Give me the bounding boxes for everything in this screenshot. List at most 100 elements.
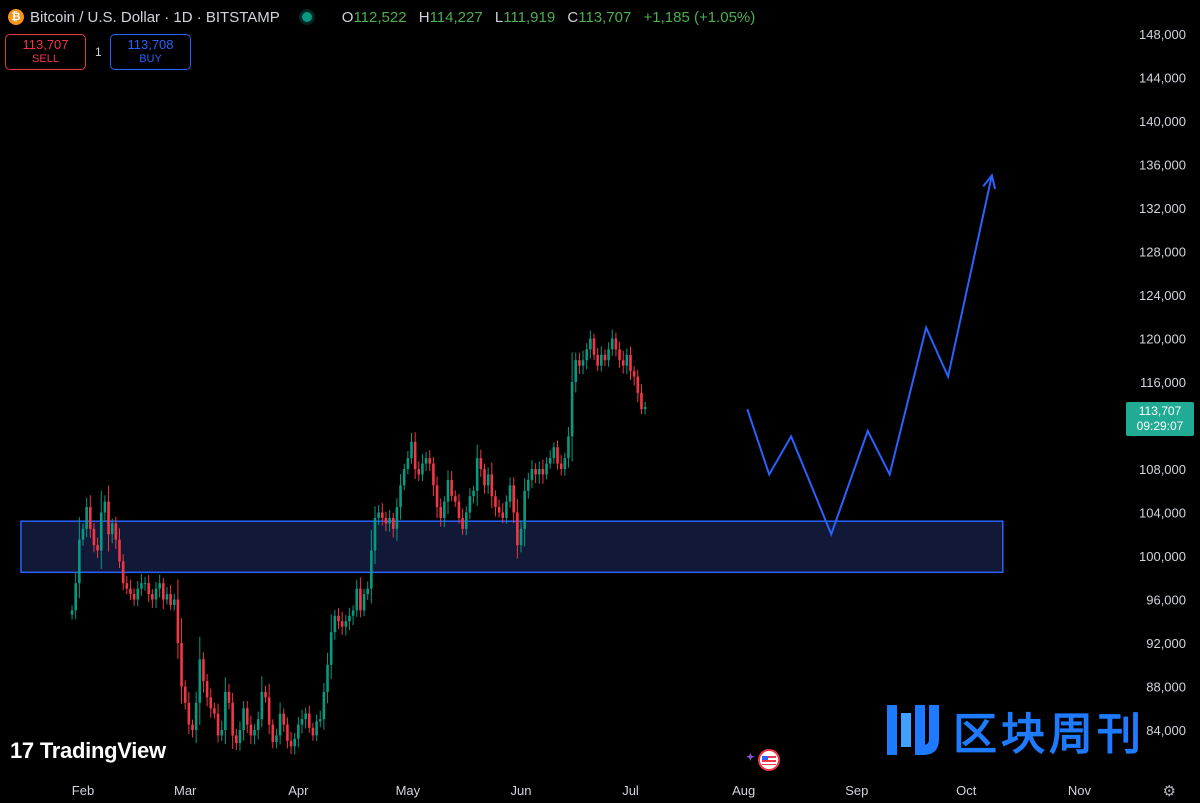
candle (457, 494, 461, 524)
candle (271, 719, 275, 749)
candle (629, 346, 632, 380)
candle (191, 719, 194, 738)
buy-price: 113,708 (127, 37, 174, 52)
buy-label: BUY (139, 53, 162, 65)
x-tick-label: Feb (72, 783, 94, 798)
candle (140, 573, 143, 596)
last-price-value: 113,707 (1138, 404, 1182, 418)
candle (450, 470, 453, 502)
candle (74, 572, 77, 620)
candle (110, 518, 114, 544)
candle (180, 618, 183, 704)
candle (413, 432, 417, 480)
y-axis: 148,000 144,000 140,000 136,000 132,000 128,0… (1139, 27, 1186, 738)
candle (505, 495, 508, 524)
candle (472, 485, 475, 504)
y-tick-label: 100,000 (1139, 549, 1186, 564)
candle (581, 350, 585, 375)
candle (435, 476, 439, 519)
candle (103, 495, 107, 521)
high-value: 114,227 (429, 8, 483, 26)
candle (475, 444, 479, 506)
projection-path[interactable] (746, 175, 993, 538)
candle (300, 709, 304, 734)
candle (545, 457, 548, 480)
y-tick-label: 96,000 (1146, 593, 1186, 608)
candle (439, 498, 442, 527)
candle (516, 499, 519, 559)
candle (183, 680, 187, 710)
candle (494, 490, 497, 517)
settings-gear-icon[interactable]: ⚙ (1162, 783, 1176, 800)
candle (366, 581, 369, 601)
x-tick-label: Aug (732, 783, 755, 798)
candle (176, 579, 180, 660)
candle (286, 717, 289, 749)
us-flag-event-icon[interactable] (745, 748, 781, 772)
candle (315, 714, 318, 742)
candle (640, 384, 643, 415)
candle (589, 330, 592, 359)
candle (486, 467, 490, 494)
candle (231, 693, 234, 749)
candle (421, 454, 424, 482)
candle (118, 528, 121, 568)
candle (143, 576, 147, 591)
candle (556, 440, 559, 470)
x-tick-label: Oct (956, 783, 977, 798)
candle (552, 442, 556, 464)
candle (636, 369, 640, 403)
candle (205, 673, 209, 707)
low-value: 111,919 (503, 8, 556, 26)
candle (370, 529, 373, 604)
candle (267, 684, 271, 734)
symbol-title[interactable]: Bitcoin / U.S. Dollar · 1D · BITSTAMP (30, 8, 280, 26)
watermark-text: 区块周刊 (953, 710, 1145, 759)
candle (308, 705, 311, 733)
candle (607, 342, 610, 367)
candle (264, 685, 267, 703)
candle (417, 461, 421, 481)
y-tick-label: 132,000 (1139, 201, 1186, 216)
candle (355, 579, 359, 617)
candle (483, 463, 486, 494)
candle (216, 703, 220, 743)
order-quantity[interactable]: 1 (95, 45, 102, 59)
open-value: 112,522 (353, 8, 407, 26)
candle (600, 346, 603, 372)
candle (578, 352, 581, 374)
y-tick-label: 108,000 (1139, 462, 1186, 477)
candle (643, 401, 647, 415)
candle (464, 506, 468, 536)
close-label: C (567, 8, 579, 26)
candle (348, 607, 351, 631)
y-tick-label: 116,000 (1140, 375, 1186, 390)
candle (585, 343, 588, 370)
x-tick-label: Jul (622, 783, 639, 798)
y-tick-label: 128,000 (1139, 245, 1186, 260)
candle (329, 614, 333, 680)
candle (388, 509, 391, 532)
watermark-logo-icon (887, 705, 939, 755)
candle (333, 610, 337, 640)
open-label: O (341, 8, 354, 26)
candle (490, 462, 494, 509)
sell-button[interactable]: 113,707 SELL (5, 34, 86, 70)
candle (432, 457, 435, 496)
candle (242, 701, 245, 741)
candle (220, 720, 223, 742)
support-zone-rect[interactable] (20, 520, 1004, 574)
buy-button[interactable]: 113,708 BUY (110, 34, 191, 70)
candle (603, 349, 607, 367)
bar-countdown: 09:29:07 (1136, 419, 1184, 433)
candle (282, 708, 286, 732)
candle (359, 577, 362, 618)
tradingview-logo[interactable]: 17 TradingView (10, 738, 166, 764)
candle (625, 348, 629, 374)
candle (326, 652, 329, 704)
y-tick-label: 104,000 (1139, 506, 1186, 521)
sell-label: SELL (32, 53, 59, 65)
candle (322, 683, 326, 730)
ohlc-readout: O112,522 H114,227 L111,919 C113,707 +1,1… (334, 9, 755, 26)
